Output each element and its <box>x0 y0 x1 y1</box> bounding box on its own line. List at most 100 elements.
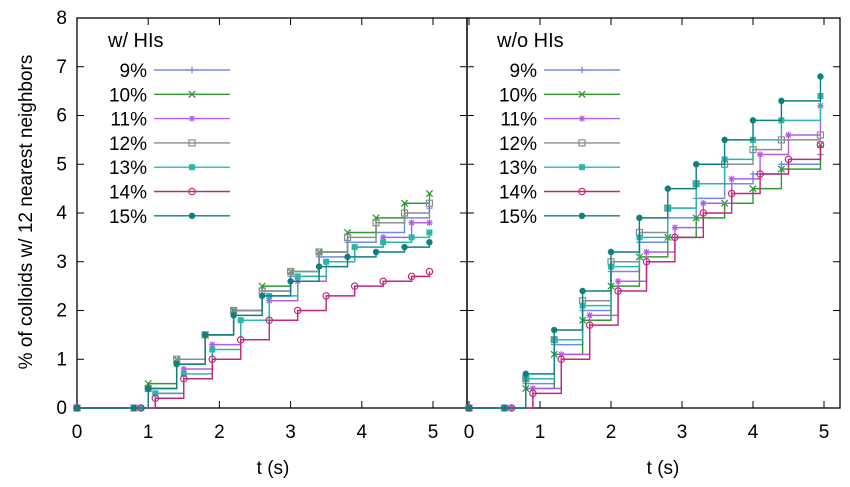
data-point <box>287 278 294 285</box>
x-axis-label-right: t (s) <box>647 458 680 479</box>
data-point <box>372 248 380 256</box>
data-point <box>407 272 416 281</box>
data-point <box>756 151 764 158</box>
data-point <box>230 312 237 319</box>
series-line <box>469 144 822 409</box>
x-tick-label: 3 <box>677 422 688 443</box>
y-tick-label: 8 <box>56 8 67 29</box>
data-point <box>529 389 537 398</box>
y-tick-label: 6 <box>56 106 67 127</box>
data-point <box>237 317 244 324</box>
x-tick-label: 1 <box>535 422 546 443</box>
legend-label: 14% <box>109 183 147 204</box>
data-point <box>522 370 529 378</box>
data-point <box>236 335 245 344</box>
y-tick-label: 3 <box>56 252 67 273</box>
data-point <box>816 131 825 139</box>
series-15pct <box>465 73 824 412</box>
series-line <box>77 271 431 409</box>
x-tick-label: 4 <box>748 422 759 443</box>
y-tick-label: 2 <box>56 301 67 322</box>
legend-label: 15% <box>499 207 537 228</box>
data-point <box>343 233 352 241</box>
data-point <box>642 257 651 266</box>
data-point <box>209 341 216 348</box>
data-point <box>551 326 558 334</box>
data-point <box>151 394 160 403</box>
data-point <box>401 243 408 251</box>
legend-marker <box>579 164 585 171</box>
legend-label: 9% <box>510 61 538 82</box>
data-point <box>778 97 785 105</box>
y-tick-label: 1 <box>56 349 67 370</box>
data-point <box>380 239 387 246</box>
data-point <box>287 267 295 276</box>
data-point <box>315 263 323 270</box>
data-point <box>426 219 433 226</box>
x-tick-label: 5 <box>819 422 830 443</box>
data-point <box>585 321 594 329</box>
data-point <box>700 200 707 207</box>
data-point <box>692 214 700 222</box>
panel-without-his: 0 1 2 3 4 5 w/o HIs 9% 10% 11% 12% 13% 14% 15% <box>464 17 841 443</box>
legend-label: 13% <box>109 158 147 179</box>
x-tick-label: 2 <box>214 422 225 443</box>
data-point <box>501 404 508 412</box>
x-tick-label: 3 <box>285 422 296 443</box>
data-point <box>817 73 824 80</box>
series-line <box>469 96 822 409</box>
data-point <box>73 404 81 412</box>
data-point <box>749 184 757 193</box>
data-point <box>816 140 825 149</box>
data-point <box>529 385 537 392</box>
data-point <box>636 214 643 222</box>
data-point <box>671 233 679 242</box>
data-point <box>614 287 622 295</box>
data-point <box>323 258 330 265</box>
data-point <box>265 316 274 325</box>
legend-marker <box>578 66 586 74</box>
x-tick-label: 0 <box>72 422 83 443</box>
legend-marker <box>188 139 196 147</box>
legend-label: 10% <box>499 85 537 106</box>
legend-marker <box>188 212 196 219</box>
data-point <box>425 267 434 276</box>
data-point <box>607 248 615 256</box>
data-point <box>130 404 138 412</box>
data-point <box>379 234 387 241</box>
data-point <box>180 374 188 383</box>
data-point <box>180 365 187 373</box>
y-tick-label: 4 <box>56 203 67 224</box>
data-point <box>785 131 792 139</box>
data-point <box>728 175 735 183</box>
legend-label: 10% <box>109 85 147 106</box>
legend: w/o HIs 9% 10% 11% 12% 13% 14% 15% <box>496 30 620 228</box>
series-line <box>469 154 822 409</box>
data-point <box>426 229 433 236</box>
data-point <box>693 161 700 168</box>
legend-label: 11% <box>500 110 537 131</box>
legend-marker <box>578 212 586 219</box>
legend-marker <box>578 187 586 196</box>
data-point <box>379 277 387 286</box>
legend-label: 11% <box>110 110 147 131</box>
data-point <box>400 209 409 217</box>
data-point <box>784 155 793 164</box>
legend: w/ HIs 9% 10% 11% 12% 13% 14% 15% <box>107 30 230 228</box>
legend-marker <box>578 139 586 147</box>
data-point <box>699 209 708 217</box>
data-point <box>756 170 764 178</box>
y-tick-label: 5 <box>56 154 67 175</box>
legend-label: 9% <box>120 61 148 82</box>
legend-marker <box>188 90 196 98</box>
series-line <box>469 76 822 409</box>
data-point <box>425 199 434 207</box>
legend-marker <box>188 187 196 196</box>
y-tick-label: 0 <box>56 398 67 419</box>
legend-marker <box>188 115 196 122</box>
legend-title: w/ HIs <box>107 30 164 52</box>
series-line <box>469 105 822 409</box>
y-axis-label: % of colloids w/ 12 nearest neighbors <box>16 55 37 370</box>
data-point <box>558 351 565 358</box>
data-point <box>201 331 209 339</box>
